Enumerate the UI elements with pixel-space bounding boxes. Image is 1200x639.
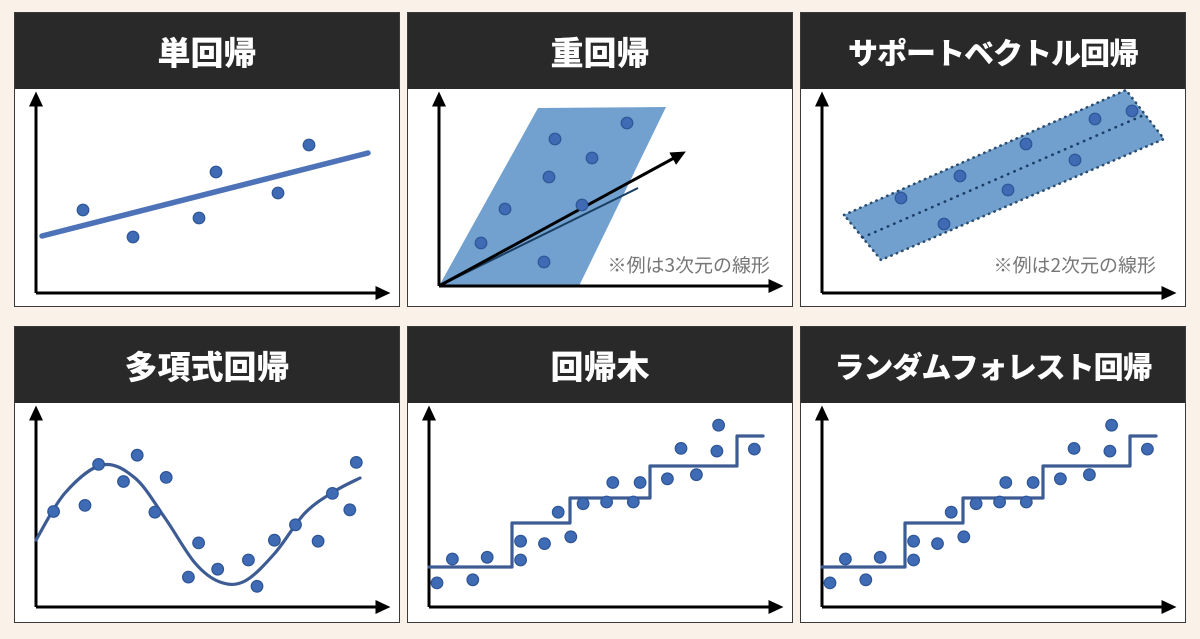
svg-text:※例は2次元の線形: ※例は2次元の線形 [993, 251, 1156, 278]
svg-text:※例は3次元の線形: ※例は3次元の線形 [607, 251, 770, 278]
